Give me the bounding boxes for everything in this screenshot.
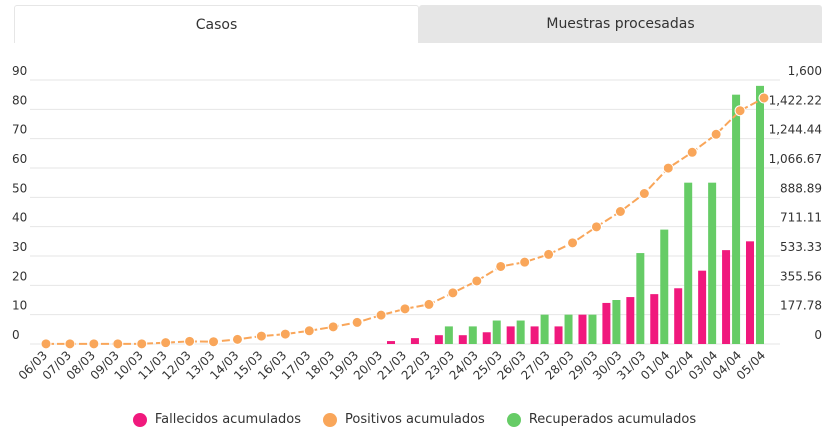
bar-recuperados — [684, 182, 693, 344]
right-tick-label: 1,066.67 — [769, 152, 822, 166]
bar-recuperados — [612, 300, 621, 344]
point-positivos — [327, 321, 339, 333]
bar-fallecidos — [674, 288, 683, 344]
left-tick-label: 30 — [12, 240, 27, 254]
point-positivos — [351, 316, 363, 328]
legend: Fallecidos acumulados Positivos acumulad… — [0, 412, 829, 427]
legend-label: Positivos acumulados — [345, 412, 485, 427]
legend-item-positivos[interactable]: Positivos acumulados — [323, 412, 485, 427]
combo-chart: 0 0 10 177.78 20 355.56 30 533.33 40 711.11 50 888.… — [12, 64, 822, 383]
bar-recuperados — [708, 182, 717, 344]
point-positivos — [758, 92, 770, 104]
bar-fallecidos — [458, 335, 467, 344]
point-positivos — [40, 338, 52, 350]
bar-fallecidos — [746, 241, 754, 344]
point-positivos — [279, 328, 291, 340]
left-tick-label: 10 — [12, 299, 27, 313]
bar-recuperados — [564, 314, 573, 344]
point-positivos — [112, 338, 124, 350]
right-tick-label: 1,600 — [788, 64, 822, 78]
right-tick-label: 711.11 — [780, 211, 822, 225]
left-tick-label: 40 — [12, 211, 27, 225]
point-positivos — [231, 333, 243, 345]
bar-fallecidos — [698, 270, 707, 344]
bar-recuperados — [636, 253, 645, 344]
legend-label: Recuperados acumulados — [528, 412, 697, 427]
bar-fallecidos — [387, 341, 395, 344]
bar-recuperados — [492, 320, 501, 344]
point-positivos — [495, 260, 507, 272]
bar-recuperados — [756, 85, 764, 344]
point-positivos — [423, 298, 435, 310]
right-tick-label: 1,244.44 — [769, 123, 822, 137]
bar-fallecidos — [506, 326, 515, 344]
legend-marker — [323, 412, 338, 427]
point-positivos — [734, 105, 746, 117]
right-tick-label: 1,422.22 — [769, 93, 822, 107]
point-positivos — [136, 338, 148, 350]
point-positivos — [590, 221, 602, 233]
right-tick-label: 355.56 — [780, 269, 822, 283]
legend-marker — [506, 412, 521, 427]
right-tick-label: 177.78 — [780, 299, 822, 313]
left-tick-label: 80 — [12, 93, 27, 107]
legend-label: Fallecidos acumulados — [154, 412, 302, 427]
bar-fallecidos — [530, 326, 539, 344]
point-positivos — [255, 330, 267, 342]
right-tick-label: 888.89 — [780, 181, 822, 195]
point-positivos — [399, 303, 411, 315]
bar-fallecidos — [626, 297, 635, 344]
point-positivos — [638, 188, 650, 200]
point-positivos — [184, 335, 196, 347]
legend-marker — [132, 412, 147, 427]
bar-fallecidos — [482, 332, 491, 344]
point-positivos — [375, 309, 387, 321]
bar-recuperados — [660, 229, 669, 344]
left-tick-label: 50 — [12, 181, 27, 195]
bar-fallecidos — [602, 302, 611, 344]
bar-recuperados — [732, 94, 741, 345]
bar-fallecidos — [434, 335, 443, 344]
tab-casos[interactable]: Casos — [14, 5, 419, 43]
legend-item-recuperados[interactable]: Recuperados acumulados — [506, 412, 697, 427]
point-positivos — [710, 128, 722, 140]
point-positivos — [64, 338, 76, 350]
bar-fallecidos — [554, 326, 563, 344]
point-positivos — [567, 237, 579, 249]
bar-fallecidos — [578, 314, 587, 344]
point-positivos — [614, 206, 626, 218]
point-positivos — [208, 336, 220, 348]
left-tick-label: 20 — [12, 269, 27, 283]
left-tick-label: 0 — [12, 328, 20, 342]
bar-fallecidos — [722, 250, 731, 344]
point-positivos — [543, 248, 555, 260]
bar-recuperados — [444, 326, 453, 344]
left-tick-label: 60 — [12, 152, 27, 166]
bar-recuperados — [516, 320, 525, 344]
right-tick-label: 0 — [814, 328, 822, 342]
point-positivos — [88, 338, 100, 350]
point-positivos — [471, 275, 483, 287]
point-positivos — [447, 287, 459, 299]
left-tick-label: 70 — [12, 123, 27, 137]
left-tick-label: 90 — [12, 64, 27, 78]
bar-recuperados — [540, 314, 549, 344]
point-positivos — [303, 325, 315, 337]
bar-fallecidos — [410, 338, 419, 344]
legend-item-fallecidos[interactable]: Fallecidos acumulados — [132, 412, 302, 427]
point-positivos — [686, 146, 698, 158]
right-tick-label: 533.33 — [780, 240, 822, 254]
tab-muestras-procesadas[interactable]: Muestras procesadas — [419, 5, 822, 43]
bar-recuperados — [468, 326, 477, 344]
point-positivos — [662, 162, 674, 174]
point-positivos — [160, 337, 172, 349]
point-positivos — [519, 256, 531, 268]
bar-fallecidos — [650, 294, 659, 344]
chart-tabs: Casos Muestras procesadas — [14, 5, 822, 43]
bar-recuperados — [588, 314, 597, 344]
